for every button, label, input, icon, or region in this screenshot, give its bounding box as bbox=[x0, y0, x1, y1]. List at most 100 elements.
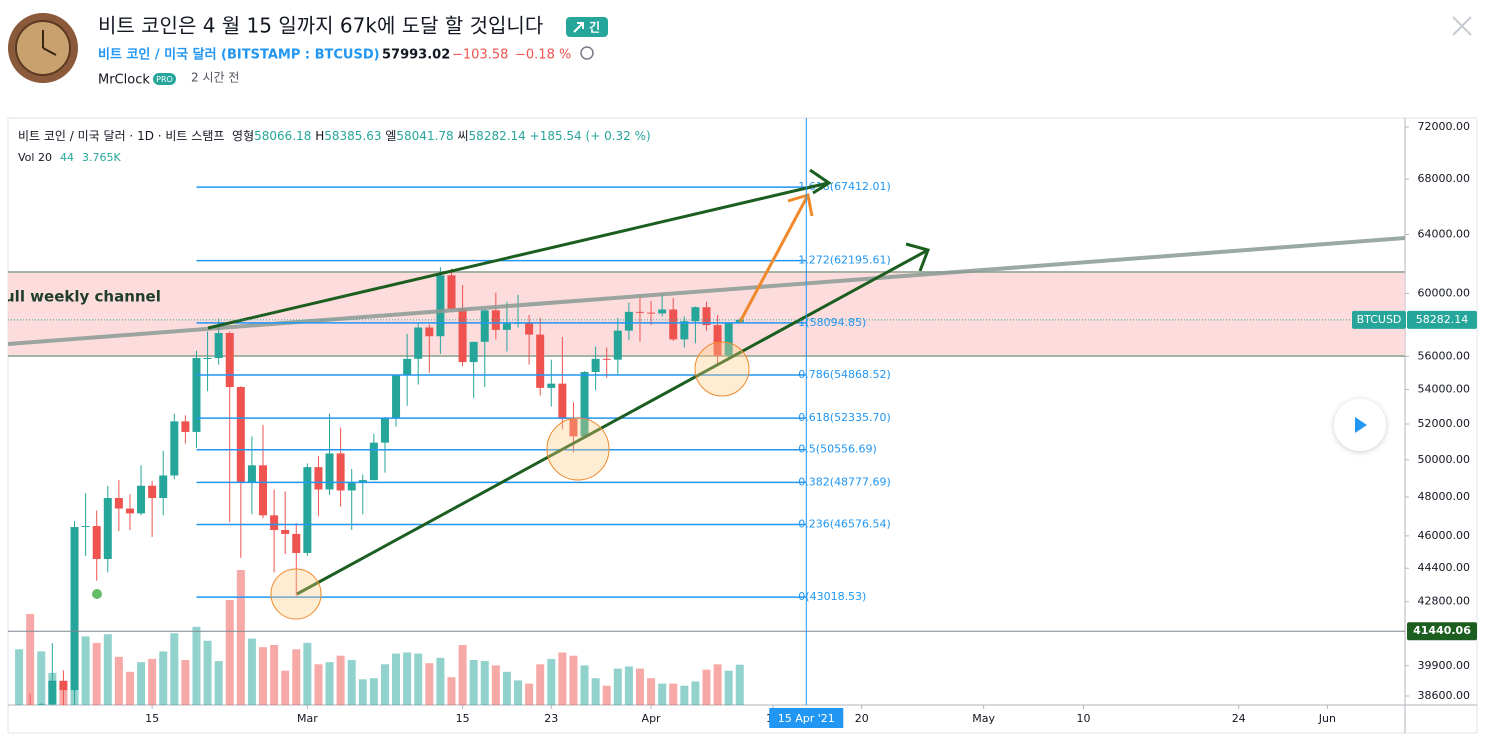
header-graphics bbox=[8, 13, 1472, 85]
candle-body bbox=[281, 529, 290, 534]
volume-bar bbox=[392, 653, 401, 705]
candle-body bbox=[214, 333, 223, 359]
volume-bar bbox=[281, 670, 290, 705]
idea-badge bbox=[566, 17, 608, 37]
y-tick-label: 72000.00 bbox=[1418, 120, 1471, 133]
volume-bar bbox=[225, 600, 234, 705]
volume-bar bbox=[181, 660, 190, 705]
volume-bar bbox=[691, 681, 700, 705]
volume-bar bbox=[303, 642, 312, 705]
candle-body bbox=[380, 417, 389, 443]
candle-body bbox=[303, 467, 312, 553]
y-tick-label: 60000.00 bbox=[1418, 286, 1471, 299]
y-tick-label: 48000.00 bbox=[1418, 490, 1471, 503]
highlight-circle bbox=[694, 341, 750, 397]
volume-bar bbox=[580, 665, 589, 705]
x-tick-label: Apr bbox=[642, 712, 662, 725]
volume-bar bbox=[403, 652, 412, 705]
x-tick-label: 10 bbox=[1076, 712, 1090, 725]
candle-body bbox=[414, 327, 423, 359]
pro-badge-text: PRO bbox=[156, 75, 173, 84]
candle-body bbox=[436, 275, 445, 337]
alert-icon bbox=[580, 46, 594, 60]
crosshair-label: 15 Apr '21 bbox=[778, 712, 835, 725]
volume-bar bbox=[358, 679, 367, 705]
candle-body bbox=[525, 322, 534, 335]
symbol-tag-text: BTCUSD bbox=[1357, 313, 1402, 326]
volume-bar bbox=[735, 664, 744, 705]
volume-bar bbox=[624, 666, 633, 705]
volume-bar bbox=[669, 683, 678, 705]
volume-bar bbox=[37, 651, 46, 705]
candle-body bbox=[203, 358, 212, 360]
price-tag bbox=[1407, 310, 1477, 329]
close-icon[interactable] bbox=[1452, 16, 1472, 36]
candle-body bbox=[647, 312, 656, 314]
ohlc-value: 58282.14 bbox=[468, 129, 526, 143]
volume-bar bbox=[480, 661, 489, 705]
legend-title: 비트 코인 / 미국 달러 · 1D · 비트 스탬프 bbox=[18, 129, 225, 143]
candle-body bbox=[458, 308, 467, 363]
volume-bar bbox=[502, 671, 511, 705]
volume-bar bbox=[380, 664, 389, 705]
volume-bar bbox=[658, 683, 667, 705]
candle-body bbox=[569, 418, 578, 437]
y-tick-label: 44400.00 bbox=[1418, 561, 1471, 574]
candle-body bbox=[447, 275, 456, 309]
candle-body bbox=[680, 321, 689, 340]
volume-bar bbox=[680, 685, 689, 705]
play-button[interactable] bbox=[1334, 399, 1386, 451]
candle-body bbox=[103, 498, 112, 560]
volume-bar bbox=[591, 678, 600, 705]
channel-label: ull weekly channel bbox=[4, 288, 161, 306]
header-change: −103.58 bbox=[452, 48, 508, 63]
trend-line-gray bbox=[8, 236, 1405, 346]
volume-bar bbox=[458, 645, 467, 705]
candle-body bbox=[691, 307, 700, 322]
candle-body bbox=[358, 480, 367, 483]
arrow-head bbox=[809, 168, 832, 195]
candle-body bbox=[247, 465, 256, 482]
volume-bar bbox=[724, 670, 733, 705]
volume-bar bbox=[314, 664, 323, 705]
volume-legend: Vol 20 44 3.765K bbox=[18, 151, 121, 164]
header-change-pct: −0.18 % bbox=[515, 48, 571, 63]
y-tick-label: 38600.00 bbox=[1418, 689, 1471, 702]
volume-param: 44 bbox=[59, 151, 74, 164]
candle-body bbox=[658, 309, 667, 314]
candle-body bbox=[236, 387, 245, 482]
x-tick-label: 20 bbox=[855, 712, 869, 725]
candle-body bbox=[292, 533, 301, 553]
volume-bar bbox=[92, 642, 101, 705]
candle-body bbox=[59, 680, 68, 691]
volume-bar bbox=[491, 665, 500, 705]
y-tick-label: 54000.00 bbox=[1418, 383, 1471, 396]
candle-body bbox=[392, 375, 401, 418]
volume-bar bbox=[325, 662, 334, 705]
volume-bar bbox=[270, 645, 279, 705]
candle-body bbox=[558, 383, 567, 419]
long-icon bbox=[573, 22, 584, 33]
volume-bar bbox=[425, 663, 434, 705]
volume-bar bbox=[569, 655, 578, 705]
candle-body bbox=[81, 526, 90, 528]
pro-badge bbox=[153, 73, 176, 85]
candle-body bbox=[502, 323, 511, 330]
symbol-tag bbox=[1352, 310, 1406, 329]
candle-body bbox=[259, 465, 268, 516]
volume-bar bbox=[26, 613, 35, 705]
ohlc-value: 58385.63 bbox=[324, 129, 382, 143]
avatar-hand bbox=[42, 47, 57, 56]
drawings bbox=[92, 168, 930, 620]
y-tick-label: 50000.00 bbox=[1418, 453, 1471, 466]
ohlc-change: +185.54 bbox=[529, 129, 582, 143]
volume-bar bbox=[159, 651, 168, 705]
volume-bar bbox=[347, 660, 356, 705]
play-icon[interactable] bbox=[1355, 417, 1367, 433]
candle-body bbox=[613, 330, 622, 360]
candle-body bbox=[159, 475, 168, 499]
candle-body bbox=[491, 310, 500, 330]
candle-body bbox=[336, 453, 345, 491]
arrow-head bbox=[905, 242, 930, 272]
